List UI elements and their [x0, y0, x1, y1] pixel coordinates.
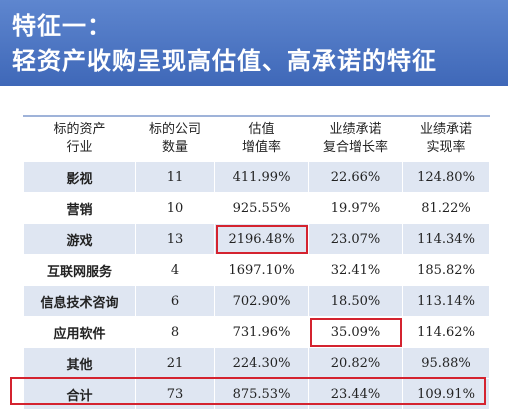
cell-valuation: 702.90%: [214, 285, 309, 317]
cell-count: 10: [135, 192, 215, 224]
cell-industry: 互联网服务: [23, 254, 136, 286]
cell-growth: 23.07%: [308, 223, 403, 255]
table-row: 其他 21 224.30% 20.82% 95.88%: [23, 347, 490, 379]
cell-count: 8: [135, 316, 215, 348]
cell-valuation: 224.30%: [214, 347, 309, 379]
column-header-realization: 业绩承诺 实现率: [402, 115, 490, 162]
cell-valuation: 731.96%: [214, 316, 309, 348]
cell-count: 11: [135, 161, 215, 193]
cell-realization: 109.91%: [402, 378, 490, 410]
cell-growth: 19.97%: [308, 192, 403, 224]
cell-valuation: 875.53%: [214, 378, 309, 410]
cell-realization: 114.34%: [402, 223, 490, 255]
title-line-2: 轻资产收购呈现高估值、高承诺的特征: [12, 47, 437, 75]
column-header-growth: 业绩承诺 复合增长率: [308, 115, 403, 162]
cell-count: 4: [135, 254, 215, 286]
cell-valuation-highlighted: 2196.48%: [214, 223, 309, 255]
header-banner: 特征一： 轻资产收购呈现高估值、高承诺的特征: [0, 0, 508, 86]
table-row: 营销 10 925.55% 19.97% 81.22%: [23, 192, 490, 224]
cell-valuation: 1697.10%: [214, 254, 309, 286]
cell-count: 13: [135, 223, 215, 255]
column-header-industry: 标的资产 行业: [23, 115, 136, 162]
column-header-valuation: 估值 增值率: [214, 115, 309, 162]
cell-realization: 185.82%: [402, 254, 490, 286]
cell-realization: 113.14%: [402, 285, 490, 317]
cell-industry: 应用软件: [23, 316, 136, 348]
cell-count: 6: [135, 285, 215, 317]
cell-count: 21: [135, 347, 215, 379]
cell-realization: 95.88%: [402, 347, 490, 379]
table-row: 影视 11 411.99% 22.66% 124.80%: [23, 161, 490, 193]
column-header-count: 标的公司 数量: [135, 115, 215, 162]
table-row: 应用软件 8 731.96% 35.09% 114.62%: [23, 316, 490, 348]
table-row: 信息技术咨询 6 702.90% 18.50% 113.14%: [23, 285, 490, 317]
data-table: 标的资产 行业 标的公司 数量 估值 增值率 业绩承诺 复合增长率 业绩承诺 实现率 影视…: [23, 115, 490, 410]
cell-industry: 营销: [23, 192, 136, 224]
cell-growth-highlighted: 35.09%: [308, 316, 403, 348]
table-row: 互联网服务 4 1697.10% 32.41% 185.82%: [23, 254, 490, 286]
cell-realization: 114.62%: [402, 316, 490, 348]
cell-growth: 20.82%: [308, 347, 403, 379]
cell-industry: 游戏: [23, 223, 136, 255]
table-row: 游戏 13 2196.48% 23.07% 114.34%: [23, 223, 490, 255]
cell-growth: 22.66%: [308, 161, 403, 193]
table-header-row: 标的资产 行业 标的公司 数量 估值 增值率 业绩承诺 复合增长率 业绩承诺 实现率: [23, 115, 490, 162]
cell-realization: 124.80%: [402, 161, 490, 193]
cell-industry: 影视: [23, 161, 136, 193]
cell-industry: 合计: [23, 378, 136, 410]
cell-valuation: 411.99%: [214, 161, 309, 193]
cell-valuation: 925.55%: [214, 192, 309, 224]
cell-industry: 其他: [23, 347, 136, 379]
cell-count: 73: [135, 378, 215, 410]
cell-growth: 23.44%: [308, 378, 403, 410]
cell-realization: 81.22%: [402, 192, 490, 224]
table-row-total: 合计 73 875.53% 23.44% 109.91%: [23, 378, 490, 410]
cell-industry: 信息技术咨询: [23, 285, 136, 317]
cell-growth: 18.50%: [308, 285, 403, 317]
cell-growth: 32.41%: [308, 254, 403, 286]
title-line-1: 特征一：: [12, 12, 112, 40]
